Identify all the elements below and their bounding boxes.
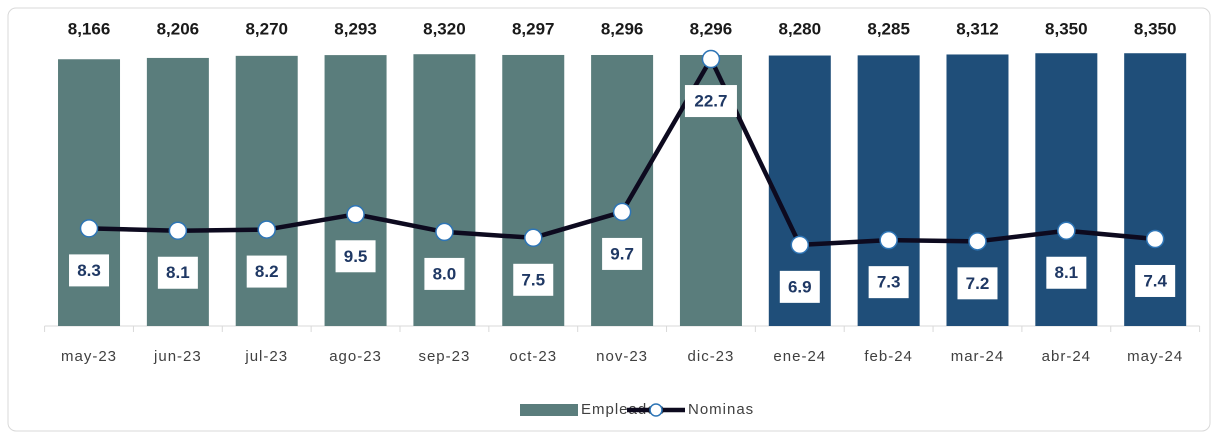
x-tick-label: oct-23: [509, 348, 557, 365]
line-marker: [1057, 221, 1076, 240]
bar-value-label: 8,350: [1134, 19, 1177, 38]
line-value-label: 8.1: [1055, 263, 1079, 282]
bar-value-label: 8,350: [1045, 19, 1088, 38]
x-tick-label: may-23: [61, 348, 117, 365]
line-value-label: 22.7: [694, 92, 727, 111]
bar-value-label: 8,285: [867, 19, 910, 38]
bar-value-label: 8,320: [423, 19, 466, 38]
line-label-box: [602, 237, 643, 270]
x-tick-label: abr-24: [1042, 348, 1091, 365]
x-tick-label: jul-23: [244, 348, 288, 365]
line-marker: [435, 222, 454, 242]
x-tick-label: feb-24: [864, 348, 913, 365]
x-tick-label: ago-23: [329, 348, 382, 365]
line-label-box: [957, 267, 998, 300]
line-marker: [790, 235, 810, 255]
line-value-label: 9.7: [610, 244, 634, 263]
line-value-label: 7.2: [966, 274, 990, 293]
line-label-box: [1135, 264, 1176, 297]
line-marker: [257, 220, 276, 239]
line-label-box: [335, 240, 376, 273]
line-label-box: [513, 263, 554, 296]
labels: may-23 jun-23 jul-23 ago-23 sep-23 oct-23 nov-…: [61, 19, 1183, 418]
line-value-label: 7.4: [1143, 271, 1167, 290]
bar-value-label: 8,206: [157, 19, 200, 38]
line-label-box: [1046, 256, 1087, 289]
line-value-label: 8.0: [433, 264, 457, 283]
x-tick-label: sep-23: [418, 348, 470, 365]
x-tick-label: nov-23: [596, 348, 648, 365]
line-label-box: [69, 254, 110, 287]
bar-value-label: 8,293: [334, 19, 377, 38]
line-marker: [968, 232, 987, 251]
legend-label: Nominas: [688, 401, 754, 418]
bar-value-label: 8,296: [690, 19, 733, 38]
x-tick-label: jun-23: [153, 348, 202, 365]
x-tick-label: dic-23: [688, 348, 735, 365]
legend-label: Empleados: [581, 401, 665, 418]
line-marker: [612, 202, 632, 222]
line-value-label: 7.3: [877, 273, 901, 292]
x-tick-label: mar-24: [951, 348, 1005, 365]
line-label-box: [779, 270, 820, 303]
line-label-box: [868, 266, 909, 299]
line-value-label: 6.9: [788, 277, 812, 296]
bar: [324, 55, 387, 326]
line-marker: [168, 221, 188, 240]
line-value-label: 8.2: [255, 262, 279, 281]
bar-value-label: 8,297: [512, 19, 555, 38]
legend-marker: [649, 403, 663, 417]
x-tick-label: ene-24: [773, 348, 826, 365]
line-value-label: 8.3: [77, 261, 101, 280]
line-label-box: [246, 255, 287, 288]
bar: [591, 54, 654, 326]
line-marker: [879, 230, 898, 250]
bar-value-label: 8,270: [245, 19, 288, 38]
bar-value-label: 8,280: [779, 19, 822, 38]
bar-value-label: 8,312: [956, 19, 999, 38]
line-marker: [1145, 229, 1165, 249]
x-tick-label: may-24: [1127, 348, 1183, 365]
line-marker: [346, 205, 365, 224]
legend-swatch: [520, 404, 578, 416]
line-label-box: [684, 85, 737, 118]
line-label-box: [157, 256, 198, 289]
line-value-label: 7.5: [521, 270, 545, 289]
line-label-box: [424, 257, 465, 290]
line-marker: [79, 219, 99, 238]
bar-value-label: 8,166: [68, 19, 111, 38]
line-layer: [79, 49, 1165, 255]
line-marker: [701, 49, 721, 69]
bar-value-label: 8,296: [601, 19, 644, 38]
line-marker: [524, 228, 543, 248]
line-value-label: 8.1: [166, 263, 190, 282]
line-value-label: 9.5: [344, 247, 368, 266]
